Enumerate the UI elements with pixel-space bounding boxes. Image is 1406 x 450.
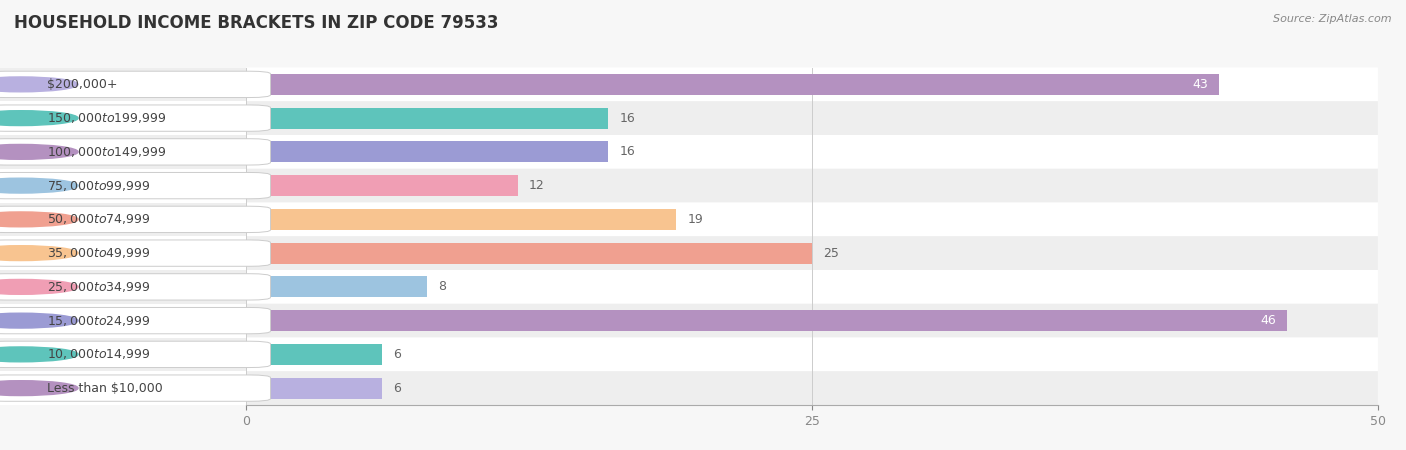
FancyBboxPatch shape xyxy=(246,338,1378,371)
Circle shape xyxy=(0,347,79,362)
Text: 16: 16 xyxy=(620,145,636,158)
FancyBboxPatch shape xyxy=(246,236,1378,270)
Bar xyxy=(246,175,517,196)
FancyBboxPatch shape xyxy=(0,139,270,165)
Text: 6: 6 xyxy=(394,382,401,395)
Text: $50,000 to $74,999: $50,000 to $74,999 xyxy=(46,212,150,226)
Circle shape xyxy=(0,246,79,261)
Text: $35,000 to $49,999: $35,000 to $49,999 xyxy=(46,246,150,260)
Text: 8: 8 xyxy=(439,280,447,293)
FancyBboxPatch shape xyxy=(0,375,270,401)
Circle shape xyxy=(0,212,79,227)
FancyBboxPatch shape xyxy=(0,71,270,98)
FancyBboxPatch shape xyxy=(246,270,1378,304)
FancyBboxPatch shape xyxy=(0,206,270,233)
Bar xyxy=(246,209,676,230)
Text: 46: 46 xyxy=(1260,314,1277,327)
Text: 25: 25 xyxy=(824,247,839,260)
Bar xyxy=(246,276,427,297)
FancyBboxPatch shape xyxy=(246,202,1378,236)
Circle shape xyxy=(0,77,79,92)
FancyBboxPatch shape xyxy=(246,169,1378,202)
Circle shape xyxy=(0,111,79,126)
Text: $25,000 to $34,999: $25,000 to $34,999 xyxy=(46,280,150,294)
Text: $200,000+: $200,000+ xyxy=(46,78,117,91)
Bar xyxy=(246,74,1219,95)
Bar xyxy=(246,310,1288,331)
Circle shape xyxy=(0,313,79,328)
FancyBboxPatch shape xyxy=(246,101,1378,135)
Text: 43: 43 xyxy=(1192,78,1208,91)
Text: $15,000 to $24,999: $15,000 to $24,999 xyxy=(46,314,150,328)
Text: $100,000 to $149,999: $100,000 to $149,999 xyxy=(46,145,166,159)
Text: 12: 12 xyxy=(529,179,544,192)
Text: $10,000 to $14,999: $10,000 to $14,999 xyxy=(46,347,150,361)
Bar xyxy=(246,243,813,264)
FancyBboxPatch shape xyxy=(0,307,270,334)
Text: $75,000 to $99,999: $75,000 to $99,999 xyxy=(46,179,150,193)
FancyBboxPatch shape xyxy=(246,304,1378,338)
Circle shape xyxy=(0,279,79,294)
FancyBboxPatch shape xyxy=(246,68,1378,101)
Circle shape xyxy=(0,381,79,396)
Text: 16: 16 xyxy=(620,112,636,125)
FancyBboxPatch shape xyxy=(0,105,270,131)
Bar xyxy=(246,108,609,129)
FancyBboxPatch shape xyxy=(0,341,270,368)
Text: 19: 19 xyxy=(688,213,703,226)
Text: Source: ZipAtlas.com: Source: ZipAtlas.com xyxy=(1274,14,1392,23)
Circle shape xyxy=(0,144,79,159)
Text: 6: 6 xyxy=(394,348,401,361)
FancyBboxPatch shape xyxy=(0,274,270,300)
Text: Less than $10,000: Less than $10,000 xyxy=(46,382,163,395)
Text: HOUSEHOLD INCOME BRACKETS IN ZIP CODE 79533: HOUSEHOLD INCOME BRACKETS IN ZIP CODE 79… xyxy=(14,14,499,32)
FancyBboxPatch shape xyxy=(0,172,270,199)
FancyBboxPatch shape xyxy=(246,135,1378,169)
FancyBboxPatch shape xyxy=(246,371,1378,405)
FancyBboxPatch shape xyxy=(0,240,270,266)
Text: $150,000 to $199,999: $150,000 to $199,999 xyxy=(46,111,166,125)
Bar xyxy=(246,344,382,365)
Circle shape xyxy=(0,178,79,193)
Bar xyxy=(246,378,382,399)
Bar xyxy=(246,141,609,162)
